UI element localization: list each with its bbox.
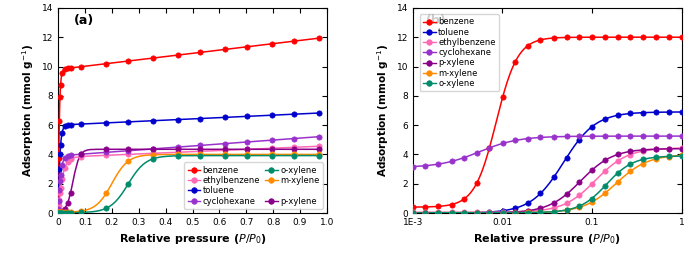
- Legend: benzene, ethylbenzene, toluene, cyclohexane, o-xylene, m-xylene, , p-xylene: benzene, ethylbenzene, toluene, cyclohex…: [184, 163, 323, 209]
- Text: (b): (b): [426, 14, 447, 27]
- Y-axis label: Adsorption (mmol g$^{-1}$): Adsorption (mmol g$^{-1}$): [375, 44, 391, 177]
- Y-axis label: Adsorption (mmol g$^{-1}$): Adsorption (mmol g$^{-1}$): [21, 44, 36, 177]
- X-axis label: Relative pressure ($\mathit{P/P_0}$): Relative pressure ($\mathit{P/P_0}$): [473, 232, 621, 246]
- X-axis label: Relative pressure ($\mathit{P/P_0}$): Relative pressure ($\mathit{P/P_0}$): [119, 232, 266, 246]
- Text: (a): (a): [75, 14, 95, 27]
- Legend: benzene, toluene, ethylbenzene, cyclohexane, p-xylene, m-xylene, o-xylene: benzene, toluene, ethylbenzene, cyclohex…: [420, 14, 499, 91]
